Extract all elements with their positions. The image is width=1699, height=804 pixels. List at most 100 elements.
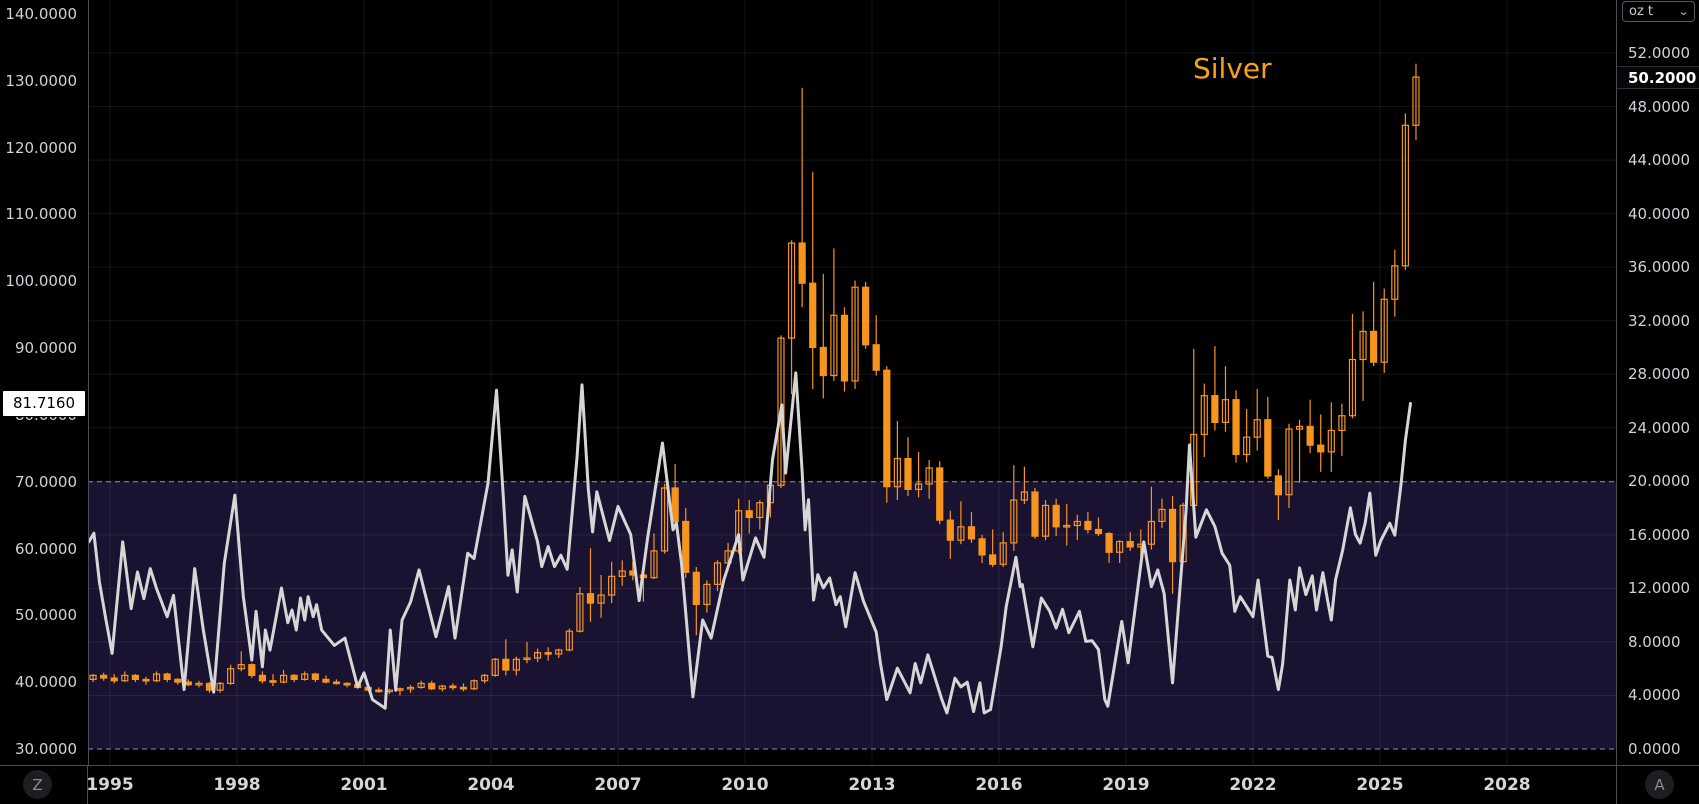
candle-body <box>787 242 796 339</box>
time-axis-tick: 1998 <box>213 775 261 795</box>
candle-body <box>1020 491 1028 501</box>
candle-body <box>1327 429 1335 453</box>
time-axis-tick: 2001 <box>340 775 388 795</box>
candle-body <box>163 673 171 681</box>
candle-body <box>290 674 298 681</box>
candle-body <box>1094 528 1103 535</box>
candle-body <box>332 681 341 685</box>
left-price-axis[interactable]: 140.0000 130.0000 120.0000 110.0000 100.0000… <box>0 0 89 765</box>
candle-body <box>809 282 817 349</box>
left-axis-tick: 90.0000 <box>14 339 77 358</box>
oscillator-last-value-label: 81.7160 <box>2 390 86 418</box>
left-axis-tick: 120.0000 <box>5 138 77 157</box>
right-axis-tick: 44.0000 <box>1628 151 1691 170</box>
left-axis-tick: 70.0000 <box>14 472 77 491</box>
candle-body <box>195 682 203 686</box>
candle-body <box>1031 491 1039 537</box>
time-axis-tick: 2004 <box>467 775 515 795</box>
candle-body <box>989 554 997 565</box>
candle-body <box>470 680 478 690</box>
right-axis-tick: 8.0000 <box>1628 632 1681 651</box>
time-axis-tick: 2019 <box>1102 775 1150 795</box>
candle-body <box>481 674 489 682</box>
time-axis-tick: 2013 <box>848 775 896 795</box>
candle-body <box>819 346 827 377</box>
candle-body <box>1221 399 1230 424</box>
candle-body <box>1116 540 1124 553</box>
right-price-axis[interactable]: oz t ⌄ 52.0000 48.0000 44.0000 40.0000 36.00… <box>1616 0 1699 765</box>
candle-body <box>840 314 849 382</box>
timezone-button[interactable]: Z <box>23 770 52 799</box>
left-axis-tick: 30.0000 <box>14 739 77 758</box>
candle-body <box>1317 444 1325 453</box>
candle-body <box>1264 419 1272 477</box>
candle-body <box>216 682 224 691</box>
unit-dropdown-label: oz t <box>1629 3 1654 19</box>
candle-body <box>406 686 415 690</box>
unit-dropdown[interactable]: oz t ⌄ <box>1622 1 1695 22</box>
candle-body <box>142 678 150 682</box>
candle-body <box>375 689 383 693</box>
candle-body <box>533 652 542 659</box>
candle-body <box>523 657 531 661</box>
candle-body <box>830 314 838 377</box>
candle-body <box>1105 532 1113 553</box>
time-axis[interactable]: 1995 1998 2001 2004 2007 2010 2013 2016 2019 2022… <box>0 765 1699 804</box>
right-axis-tick: 28.0000 <box>1628 365 1691 384</box>
candle-body <box>100 674 108 679</box>
time-axis-tick: 2025 <box>1356 775 1404 795</box>
candle-body <box>449 685 457 689</box>
candle-body <box>131 674 139 681</box>
candle-body <box>692 571 700 606</box>
candle-body <box>555 649 563 655</box>
candle-body <box>1211 395 1219 424</box>
silver-last-price-label: 50.2000 <box>1617 66 1699 90</box>
oscillator-line <box>88 371 1412 715</box>
axis-separator <box>87 766 88 804</box>
left-axis-tick: 40.0000 <box>14 673 77 692</box>
candle-body <box>1010 499 1018 544</box>
candle-body <box>756 502 764 519</box>
candle-body <box>1306 425 1314 446</box>
candle-body <box>459 686 468 690</box>
candle-body <box>893 457 901 488</box>
candle-body <box>269 680 277 683</box>
right-axis-tick: 48.0000 <box>1628 97 1691 116</box>
candle-body <box>1073 520 1081 527</box>
candle-body <box>311 673 319 681</box>
candle-body <box>999 542 1007 565</box>
candle-body <box>565 630 573 651</box>
auto-scale-button[interactable]: A <box>1645 770 1674 799</box>
candle-body <box>1338 415 1346 432</box>
candle-body <box>1380 298 1388 363</box>
candle-body <box>1401 124 1409 267</box>
left-axis-tick: 140.0000 <box>5 5 77 23</box>
candle-body <box>512 658 520 671</box>
candle-body <box>682 520 690 573</box>
candle-body <box>438 685 446 690</box>
candle-body <box>428 682 436 690</box>
right-axis-tick: 12.0000 <box>1628 579 1691 598</box>
candle-body <box>174 678 182 683</box>
right-axis-tick: 32.0000 <box>1628 311 1691 330</box>
right-axis-tick: 0.0000 <box>1628 740 1681 758</box>
candle-body <box>798 242 806 284</box>
candle-body <box>1147 520 1155 545</box>
time-axis-tick: 2028 <box>1483 775 1531 795</box>
candle-body <box>957 526 965 541</box>
candle-body <box>184 681 192 686</box>
candle-body <box>417 682 425 689</box>
candle-body <box>1158 508 1166 523</box>
candle-body <box>1295 425 1304 430</box>
candle-body <box>1052 504 1060 528</box>
candle-body <box>1359 330 1367 361</box>
candle-body <box>862 286 870 346</box>
candle-body <box>258 674 266 682</box>
left-axis-tick: 110.0000 <box>5 205 77 224</box>
candle-body <box>1391 265 1399 300</box>
candle-body <box>1370 330 1378 363</box>
candle-body <box>322 678 330 683</box>
candle-body <box>608 575 616 596</box>
